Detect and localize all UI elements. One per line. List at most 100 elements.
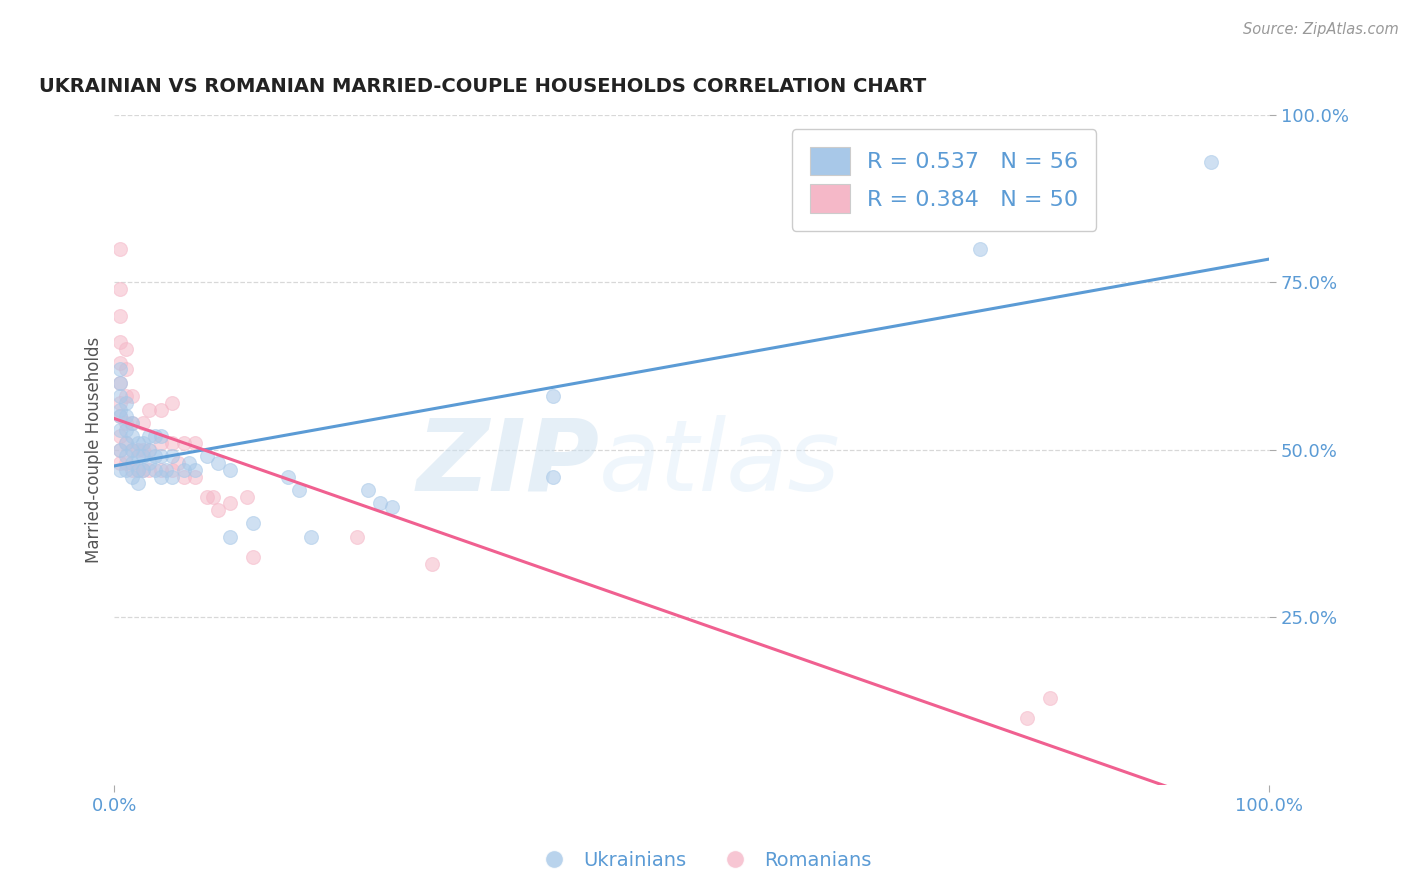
Point [115,456,138,470]
Point [108,282,131,296]
Point [969,242,991,256]
Point [132,463,155,477]
Point [149,469,172,483]
Point [127,450,149,464]
Point [115,436,138,450]
Point [236,490,259,504]
Point [108,242,131,256]
Point [121,429,143,443]
Point [242,549,264,564]
Point [115,416,138,430]
Point [108,409,131,424]
Point [121,416,143,430]
Point [1201,154,1223,169]
Point [143,463,166,477]
Point [179,456,201,470]
Point [173,436,195,450]
Point [121,456,143,470]
Point [299,530,322,544]
Point [541,389,564,403]
Text: ZIP: ZIP [416,415,599,512]
Point [127,463,149,477]
Legend: R = 0.537   N = 56, R = 0.384   N = 50: R = 0.537 N = 56, R = 0.384 N = 50 [792,129,1097,231]
Point [218,530,240,544]
Point [207,456,229,470]
Point [207,503,229,517]
Point [127,463,149,477]
Point [201,490,224,504]
Point [138,429,160,443]
Point [108,409,131,424]
Y-axis label: Married-couple Households: Married-couple Households [86,336,103,563]
Point [108,309,131,323]
Point [108,442,131,457]
Point [108,389,131,403]
Point [132,463,155,477]
Point [368,496,391,510]
Point [357,483,380,497]
Point [115,463,138,477]
Point [160,463,183,477]
Point [173,463,195,477]
Point [1015,711,1038,725]
Point [167,456,190,470]
Point [184,469,207,483]
Point [115,342,138,356]
Text: UKRAINIAN VS ROMANIAN MARRIED-COUPLE HOUSEHOLDS CORRELATION CHART: UKRAINIAN VS ROMANIAN MARRIED-COUPLE HOU… [39,78,927,96]
Point [121,442,143,457]
Point [108,442,131,457]
Point [108,335,131,350]
Point [160,469,183,483]
Point [541,469,564,483]
Point [138,442,160,457]
Point [138,456,160,470]
Point [127,476,149,491]
Point [108,362,131,376]
Point [1039,690,1062,705]
Point [160,396,183,410]
Point [149,463,172,477]
Point [121,463,143,477]
Point [138,463,160,477]
Point [138,442,160,457]
Point [127,442,149,457]
Point [115,362,138,376]
Point [149,429,172,443]
Point [108,429,131,443]
Text: atlas: atlas [599,415,841,512]
Point [108,402,131,417]
Point [143,450,166,464]
Point [155,463,177,477]
Point [115,436,138,450]
Point [115,450,138,464]
Point [115,396,138,410]
Legend: Ukrainians, Romanians: Ukrainians, Romanians [527,843,879,878]
Point [115,389,138,403]
Point [242,516,264,531]
Point [108,376,131,390]
Point [108,463,131,477]
Point [132,450,155,464]
Point [108,423,131,437]
Point [218,463,240,477]
Point [149,436,172,450]
Point [277,469,299,483]
Text: Source: ZipAtlas.com: Source: ZipAtlas.com [1243,22,1399,37]
Point [346,530,368,544]
Point [195,490,218,504]
Point [138,402,160,417]
Point [143,429,166,443]
Point [121,416,143,430]
Point [115,409,138,424]
Point [132,436,155,450]
Point [108,376,131,390]
Point [115,423,138,437]
Point [149,450,172,464]
Point [288,483,311,497]
Point [121,469,143,483]
Point [121,442,143,457]
Point [380,500,402,514]
Point [149,402,172,417]
Point [160,450,183,464]
Point [108,456,131,470]
